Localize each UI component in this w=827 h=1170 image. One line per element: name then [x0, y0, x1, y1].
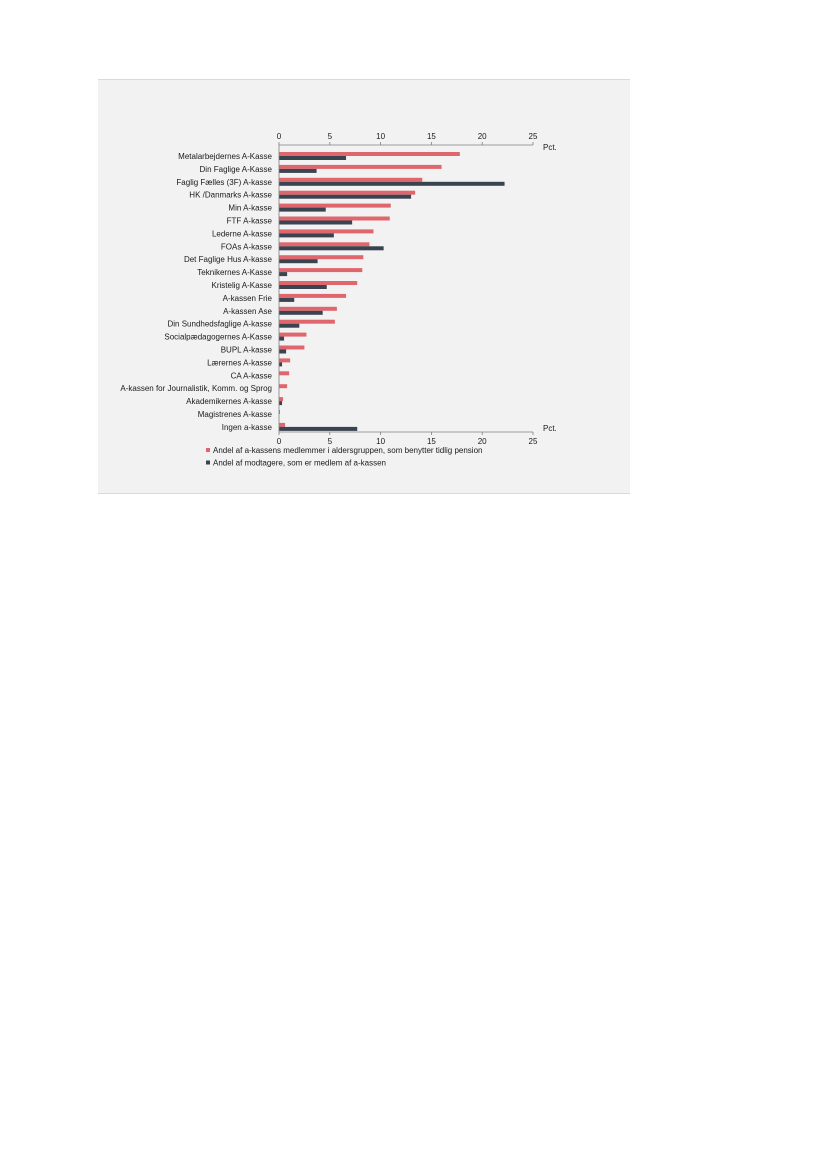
bar-share-recipients: [279, 349, 287, 354]
category-label: Teknikernes A-Kasse: [197, 268, 272, 277]
bar-share-early-retirement: [279, 203, 391, 208]
bar-share-recipients: [279, 362, 283, 367]
bar-share-early-retirement: [279, 371, 290, 376]
bar-share-early-retirement: [279, 358, 291, 363]
bar-share-recipients: [279, 156, 347, 160]
bottom-tick-label: 25: [529, 437, 538, 446]
legend-swatch: [206, 448, 210, 452]
legend-swatch: [206, 460, 210, 465]
bar-share-recipients: [279, 233, 334, 238]
bar-share-recipients: [279, 220, 353, 225]
bar-share-recipients: [279, 246, 384, 251]
bar-share-recipients: [279, 426, 358, 431]
category-label: FTF A-kasse: [227, 217, 273, 226]
category-label: A-kassen for Journalistik, Komm. og Spro…: [120, 384, 272, 393]
bar-share-early-retirement: [279, 268, 363, 273]
bar-share-early-retirement: [279, 152, 460, 156]
bar-share-recipients: [279, 336, 285, 341]
bar-share-recipients: [279, 285, 327, 289]
unit-label-bottom: Pct.: [543, 424, 557, 433]
bottom-tick-label: 5: [328, 437, 333, 446]
bar-share-early-retirement: [279, 422, 286, 427]
category-label: Min A-kasse: [228, 204, 272, 213]
bar-share-early-retirement: [279, 293, 347, 298]
category-label: BUPL A-kasse: [221, 346, 273, 355]
category-label: Din Faglige A-Kasse: [200, 165, 273, 174]
bar-share-early-retirement: [279, 164, 442, 169]
bar-share-recipients: [279, 207, 326, 212]
bar-share-early-retirement: [279, 384, 288, 389]
bar-share-early-retirement: [279, 410, 281, 414]
bar-share-early-retirement: [279, 177, 423, 182]
bar-share-early-retirement: [279, 319, 335, 324]
bar-share-recipients: [279, 310, 323, 315]
category-label: Det Faglige Hus A-kasse: [184, 255, 273, 264]
category-label: Din Sundhedsfaglige A-kasse: [167, 320, 272, 329]
bar-chart: 0 0 5 5 10 10 15 15 20 20 25 25 Pct. Pct. Metalarbejde…: [120, 132, 557, 468]
top-tick-label: 0: [277, 132, 282, 141]
bottom-tick-label: 15: [427, 437, 436, 446]
bar-share-recipients: [279, 168, 317, 173]
bar-share-recipients: [279, 272, 288, 277]
bar-share-recipients: [279, 401, 283, 406]
chart-panel: 0 0 5 5 10 10 15 15 20 20 25 25 Pct. Pct. Metalarbejde…: [98, 79, 630, 494]
bottom-tick-label: 20: [478, 437, 487, 446]
category-label: Kristelig A-Kasse: [212, 281, 273, 290]
category-label: A-kassen Frie: [223, 294, 273, 303]
bar-share-early-retirement: [279, 229, 374, 234]
top-tick-label: 25: [529, 132, 538, 141]
category-label: Akademikernes A-kasse: [186, 397, 272, 406]
category-label: Lederne A-kasse: [212, 229, 273, 238]
bar-share-early-retirement: [279, 281, 358, 285]
top-tick-label: 5: [328, 132, 333, 141]
bar-share-recipients: [279, 323, 300, 328]
bar-share-recipients: [279, 259, 318, 264]
top-tick-label: 10: [376, 132, 385, 141]
category-label: CA A-kasse: [231, 371, 273, 380]
bar-share-recipients: [279, 194, 412, 199]
top-tick-label: 20: [478, 132, 487, 141]
category-label: Ingen a-kasse: [222, 423, 273, 432]
top-tick-label: 15: [427, 132, 436, 141]
legend-entry: Andel af modtagere, som er medlem af a-k…: [213, 459, 386, 468]
category-label: Socialpædagogernes A-Kasse: [164, 333, 272, 342]
bar-share-early-retirement: [279, 345, 305, 350]
bar-share-early-retirement: [279, 332, 307, 337]
bottom-tick-label: 0: [277, 437, 282, 446]
category-label: Lærernes A-kasse: [207, 358, 272, 367]
bar-share-recipients: [279, 297, 295, 302]
bar-share-early-retirement: [279, 306, 337, 311]
unit-label-top: Pct.: [543, 143, 557, 152]
bar-share-early-retirement: [279, 397, 284, 402]
category-label: Metalarbejdernes A-Kasse: [178, 152, 272, 161]
bar-share-early-retirement: [279, 216, 390, 221]
legend-entry: Andel af a-kassens medlemmer i aldersgru…: [213, 446, 482, 455]
category-label: FOAs A-kasse: [221, 242, 273, 251]
category-label: A-kassen Ase: [223, 307, 272, 316]
category-label: Faglig Fælles (3F) A-kasse: [176, 178, 272, 187]
bar-share-early-retirement: [279, 190, 416, 195]
bar-share-early-retirement: [279, 255, 364, 260]
category-label: Magistrenes A-kasse: [198, 410, 273, 419]
bar-share-recipients: [279, 181, 505, 186]
category-label: HK /Danmarks A-kasse: [189, 191, 272, 200]
bar-share-early-retirement: [279, 242, 370, 247]
bottom-tick-label: 10: [376, 437, 385, 446]
